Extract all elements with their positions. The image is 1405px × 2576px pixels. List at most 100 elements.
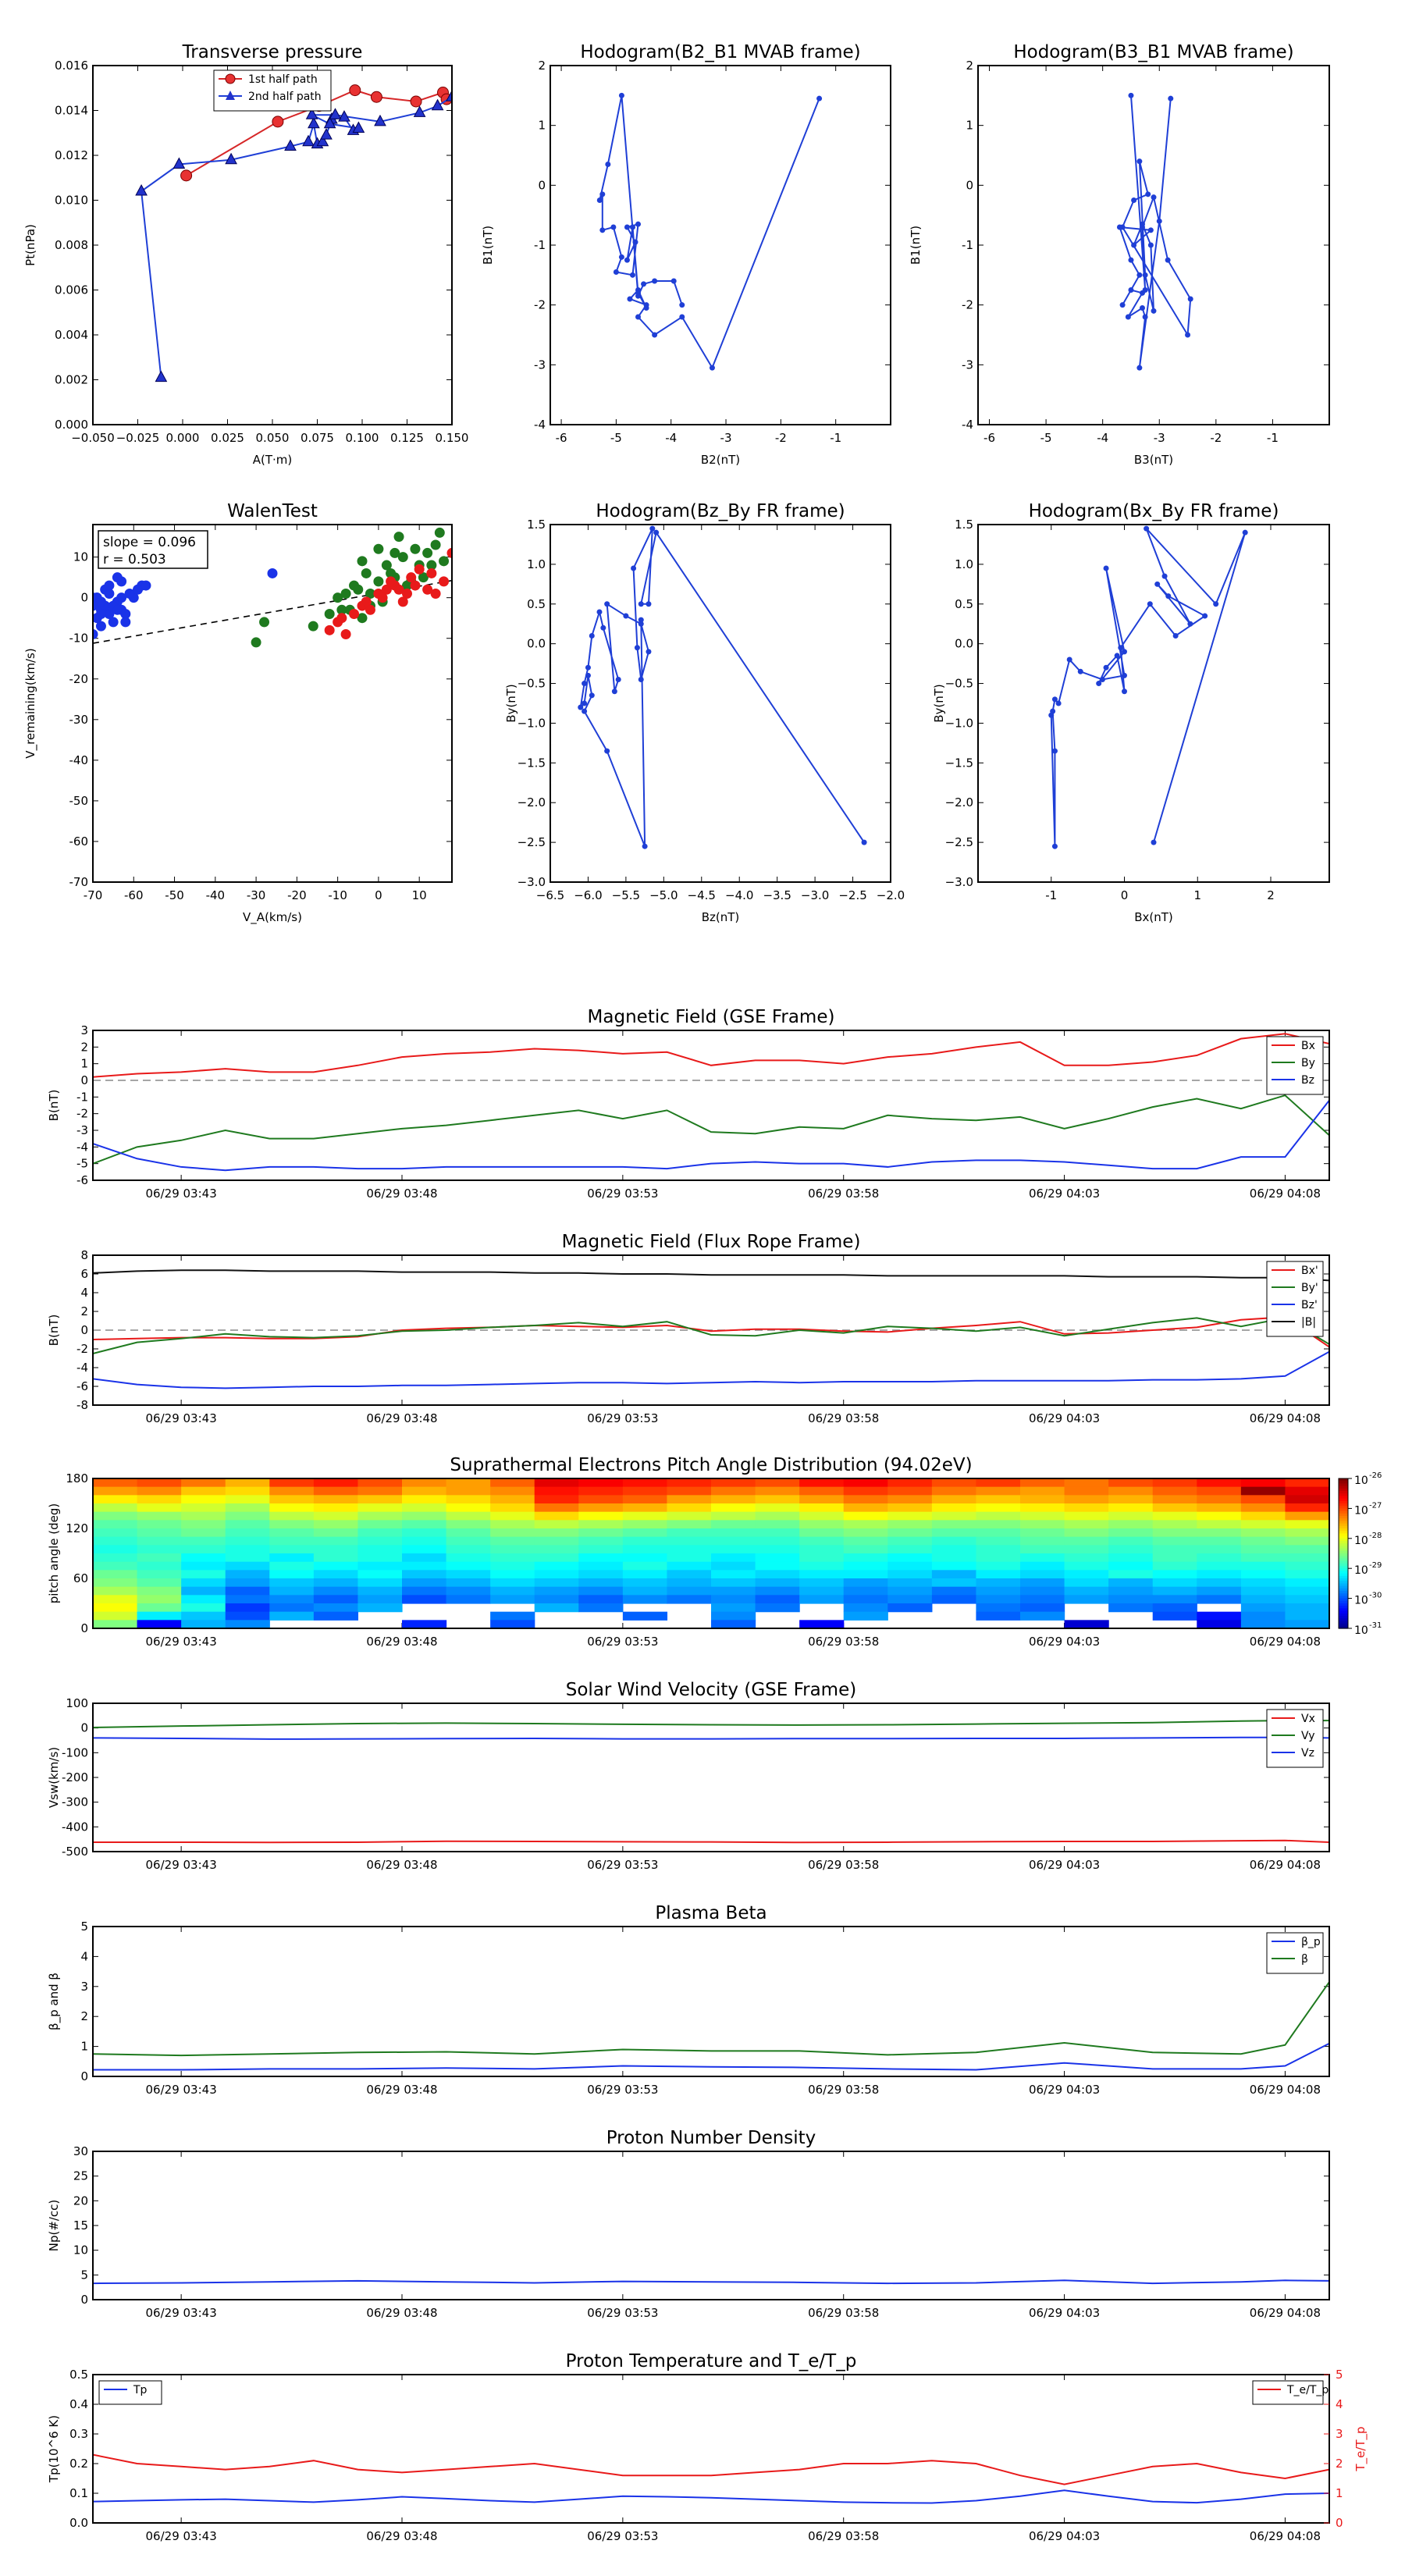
heatmap-cell: [490, 1495, 535, 1504]
series-marker: [1202, 613, 1208, 619]
colorbar-tick-base: 10: [1354, 1624, 1368, 1637]
chart-8: Suprathermal Electrons Pitch Angle Distr…: [47, 1455, 1382, 1649]
series-marker: [600, 624, 606, 631]
heatmap-cell: [578, 1586, 624, 1596]
heatmap-cell: [931, 1595, 977, 1604]
y-tick-label: 0.0: [527, 637, 546, 651]
colorbar-segment: [1339, 1535, 1348, 1539]
y-tick-label: −1.5: [945, 756, 973, 770]
heatmap-cell: [1197, 1495, 1242, 1504]
y-tick-label: -3: [76, 1123, 88, 1137]
y-tick-label: -4: [76, 1361, 88, 1375]
heatmap-cell: [1108, 1520, 1154, 1529]
colorbar-tick-exponent: -26: [1369, 1471, 1382, 1480]
x-tick-label: −6.0: [574, 888, 602, 902]
series-marker: [1136, 272, 1143, 278]
x-tick-label: -20: [287, 888, 307, 902]
heatmap-cell: [711, 1570, 756, 1579]
series-line: [93, 2489, 1329, 2504]
heatmap-cell: [93, 1486, 138, 1496]
heatmap-cell: [357, 1545, 403, 1554]
heatmap-cell: [711, 1586, 756, 1596]
heatmap-cell: [490, 1528, 535, 1538]
heatmap-cell: [1152, 1486, 1197, 1496]
x-tick-label: 06/29 03:53: [587, 1635, 658, 1649]
annotation-r: r = 0.503: [103, 552, 166, 568]
x-tick-label: 06/29 03:43: [146, 1187, 217, 1201]
heatmap-cell: [1197, 1595, 1242, 1604]
series-marker: [1144, 525, 1150, 532]
y-tick-label: 0.008: [55, 238, 88, 252]
chart-title: Suprathermal Electrons Pitch Angle Distr…: [450, 1455, 972, 1475]
chart-title: Solar Wind Velocity (GSE Frame): [566, 1680, 856, 1700]
colorbar-segment: [1339, 1625, 1348, 1629]
y-tick-label: 0.004: [55, 328, 88, 342]
heatmap-cell: [313, 1578, 359, 1588]
scatter-point: [116, 592, 127, 603]
heatmap-cell: [446, 1528, 491, 1538]
colorbar-tick-exponent: -30: [1369, 1592, 1382, 1600]
plot-frame: [92, 2374, 1330, 2524]
scatter-point: [393, 532, 404, 543]
heatmap-cell: [1197, 1536, 1242, 1546]
y-tick-label: 0.010: [55, 194, 88, 208]
series-marker: [370, 91, 382, 103]
y-tick-label: 4: [80, 1949, 88, 1963]
heatmap-cell: [1064, 1536, 1109, 1546]
y-tick-label: −2.5: [518, 835, 546, 849]
heatmap-cell: [1020, 1603, 1065, 1613]
chart-4: Hodogram(Bz_By FR frame) −3.0 −2.5 −2.0 −1.5…: [504, 501, 905, 924]
heatmap-cell: [1197, 1561, 1242, 1571]
heatmap-cell: [1108, 1603, 1154, 1613]
series-line: [93, 1736, 1329, 1740]
x-tick-label: 06/29 04:03: [1029, 2083, 1100, 2097]
heatmap-cell: [711, 1603, 756, 1613]
y-tick-label: -4: [76, 1140, 88, 1154]
heatmap-cell: [1108, 1561, 1154, 1571]
series-marker: [1131, 197, 1137, 203]
heatmap-cell: [137, 1603, 182, 1613]
heatmap-cell: [887, 1511, 933, 1521]
heatmap-cell: [534, 1553, 579, 1563]
scatter-point: [324, 624, 335, 635]
heatmap-cell: [269, 1528, 315, 1538]
x-axis-label: A(T·m): [253, 453, 293, 467]
heatmap-cell: [1064, 1495, 1109, 1504]
heatmap-cell: [490, 1553, 535, 1563]
heatmap-cell: [357, 1561, 403, 1571]
heatmap-cell: [1240, 1570, 1286, 1579]
heatmap-cell: [976, 1536, 1021, 1546]
series-marker: [615, 676, 621, 682]
scatter-point: [426, 568, 437, 578]
heatmap-cell: [799, 1478, 845, 1488]
heatmap-cell: [269, 1545, 315, 1554]
heatmap-cell: [1197, 1578, 1242, 1588]
heatmap-cell: [1197, 1570, 1242, 1579]
heatmap-cell: [1285, 1536, 1329, 1546]
chart-7: Magnetic Field (Flux Rope Frame) -8 -6 -4 -2…: [47, 1232, 1330, 1425]
series-marker: [284, 139, 297, 151]
heatmap-cell: [976, 1586, 1021, 1596]
heatmap-cell: [93, 1520, 138, 1529]
y-tick-label: -2: [76, 1342, 88, 1356]
chart-title: Proton Temperature and T_e/T_p: [566, 2351, 857, 2371]
heatmap-cell: [490, 1586, 535, 1596]
heatmap-cell: [1020, 1553, 1065, 1563]
y-tick-label: 3: [80, 1023, 88, 1037]
heatmap-cell: [799, 1545, 845, 1554]
colorbar-segment: [1339, 1568, 1348, 1571]
heatmap-cell: [578, 1578, 624, 1588]
series-marker: [316, 134, 329, 147]
x-tick-label: 06/29 03:58: [808, 1411, 879, 1425]
series-marker: [1128, 287, 1134, 293]
x-tick-label: −3.5: [763, 888, 791, 902]
heatmap-cell: [1020, 1570, 1065, 1579]
x-tick-label: -5: [1040, 431, 1052, 445]
series-marker: [646, 601, 652, 607]
chart-9: Solar Wind Velocity (GSE Frame) -500 -400 -…: [47, 1680, 1330, 1872]
y-tick-label: 180: [66, 1471, 88, 1485]
y-tick-label: 4: [80, 1286, 88, 1300]
heatmap-cell: [578, 1528, 624, 1538]
heatmap-cell: [181, 1595, 226, 1604]
heatmap-cell: [225, 1578, 270, 1588]
